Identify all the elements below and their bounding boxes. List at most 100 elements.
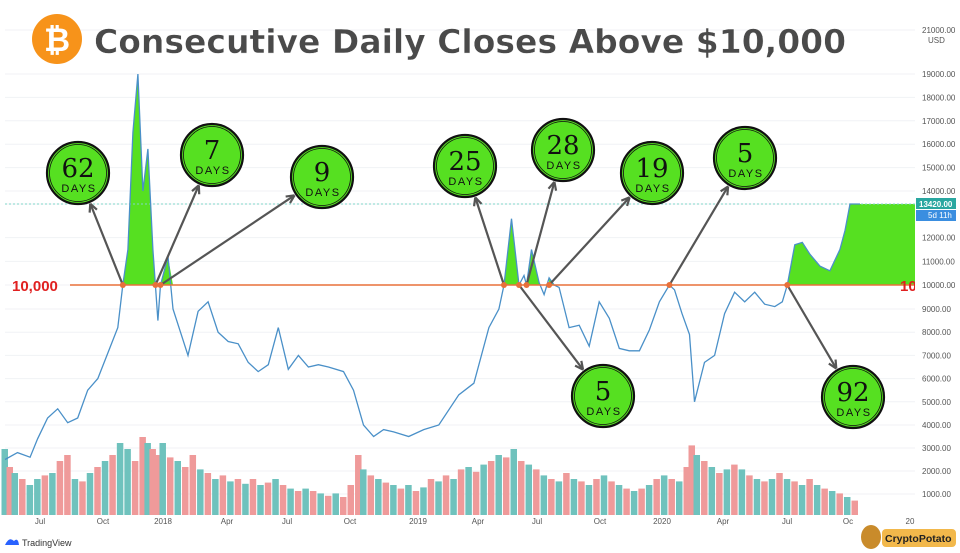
callout-arrow	[159, 194, 296, 286]
volume-bar	[688, 445, 696, 515]
volume-bar	[174, 461, 182, 515]
y-tick-label: 4000.00	[922, 421, 951, 430]
volume-bar	[465, 467, 472, 515]
callout-days-label: DAYS	[728, 168, 763, 180]
volume-bar	[272, 479, 279, 515]
cryptopotato-label: CryptoPotato	[885, 533, 952, 545]
callout-arrowhead	[191, 184, 201, 195]
callout-days-label: DAYS	[305, 187, 340, 199]
volume-bar	[427, 479, 435, 515]
volume-bar	[753, 479, 761, 515]
callout-arrowhead	[472, 196, 483, 207]
x-tick-label: Oct	[97, 517, 110, 526]
title-block: ₿ Consecutive Daily Closes Above $10,000	[32, 14, 846, 64]
volume-bar	[828, 491, 836, 515]
y-tick-label: 18000.00	[922, 93, 956, 102]
chart-title: Consecutive Daily Closes Above $10,000	[94, 22, 846, 61]
callout-days-label: DAYS	[448, 176, 483, 188]
volume-bar	[746, 475, 753, 515]
tradingview-cloud-icon	[5, 539, 19, 545]
x-tick-label: Jul	[532, 517, 542, 526]
x-axis-panel	[0, 515, 960, 553]
volume-bar	[324, 495, 332, 515]
callout-arrowhead	[720, 185, 730, 196]
volume-bar	[457, 469, 465, 515]
volume-bar	[813, 485, 821, 515]
y-tick-label: 19000.00	[922, 70, 956, 79]
callout-bubble-ring	[183, 126, 241, 184]
volume-bar	[435, 481, 442, 515]
volume-bar	[806, 479, 813, 515]
y-tick-label: 8000.00	[922, 328, 951, 337]
price-tag-value: 13420.00	[919, 200, 953, 209]
callout-days-value: 9	[314, 158, 331, 188]
callout-bubble	[619, 140, 685, 206]
x-tick-label: Jul	[282, 517, 292, 526]
volume-bar	[768, 479, 776, 515]
y-axis-panel	[915, 0, 960, 520]
volume-bar	[19, 479, 26, 515]
volume-bar	[94, 467, 101, 515]
threshold-cross-dot	[119, 282, 126, 288]
volume-bar	[397, 488, 405, 515]
volume-bar	[287, 488, 294, 515]
volume-bar	[101, 461, 109, 515]
volume-bar	[367, 475, 375, 515]
volume-bar	[64, 455, 71, 515]
volume-bar	[668, 479, 675, 515]
callout-bubble	[820, 364, 886, 430]
volume-bar	[131, 461, 139, 515]
volume-bar	[26, 485, 34, 515]
y-tick-label: 11000.00	[922, 257, 955, 266]
y-tick-label: 15000.00	[922, 164, 956, 173]
callout-bubble	[712, 125, 778, 191]
volume-bar	[234, 479, 242, 515]
volume-bar	[204, 473, 212, 515]
volume-bar	[219, 475, 227, 515]
callout-days-label: DAYS	[586, 406, 621, 418]
volume-bar	[166, 457, 174, 515]
callout-arrow	[89, 203, 124, 286]
volume-bar	[701, 461, 708, 515]
bitcoin-logo-icon	[32, 14, 82, 64]
volume-bar	[450, 479, 457, 515]
callout-bubble	[530, 117, 596, 183]
volume-bar	[242, 483, 249, 515]
volume-bar	[149, 449, 156, 515]
volume-bar	[608, 481, 615, 515]
callout-arrow	[154, 184, 200, 286]
volume-bar	[731, 464, 738, 515]
callout-arrow	[668, 185, 730, 286]
callout-days-value: 28	[546, 131, 579, 161]
callout-bubble-ring	[436, 137, 494, 195]
x-tick-label: Apr	[472, 517, 485, 526]
callout-arrowhead	[620, 196, 631, 207]
volume-bar	[11, 473, 19, 515]
threshold-cross-dot	[500, 282, 507, 288]
callout-arrow	[525, 181, 556, 286]
cryptopotato-mascot-icon	[861, 525, 881, 549]
volume-bar	[791, 481, 798, 515]
volume-bar	[593, 479, 600, 515]
volume-bar	[6, 467, 14, 515]
threshold-cross-dot	[546, 282, 553, 288]
cryptopotato-badge	[882, 529, 956, 547]
volume-bar	[144, 443, 151, 515]
x-tick-label: Apr	[221, 517, 234, 526]
callout-days-value: 62	[61, 154, 94, 184]
threshold-cross-dot	[666, 282, 673, 288]
volume-bar	[480, 464, 487, 515]
y-tick-label: 16000.00	[922, 140, 956, 149]
volume-bar	[555, 481, 563, 515]
volume-bar	[405, 485, 412, 515]
callout-days-value: 92	[836, 378, 869, 408]
x-axis: Jul Oct 2018 Apr Jul Oct 2019 Apr Jul Oct 2020 Apr J…	[0, 515, 960, 553]
volume-bars	[1, 437, 858, 515]
volume-bar	[783, 479, 791, 515]
volume-bar	[683, 467, 690, 515]
y-tick-label: 21000.00	[922, 26, 956, 35]
volume-bar	[776, 473, 783, 515]
volume-bar	[197, 469, 204, 515]
threshold-cross-dot	[523, 282, 530, 288]
volume-bar	[472, 471, 480, 515]
